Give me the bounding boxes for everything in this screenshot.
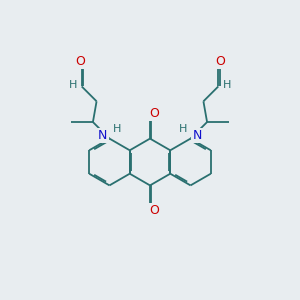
Text: O: O <box>75 55 85 68</box>
Text: N: N <box>192 129 202 142</box>
Text: H: H <box>68 80 77 90</box>
Text: H: H <box>113 124 121 134</box>
Text: N: N <box>98 129 108 142</box>
Text: O: O <box>215 55 225 68</box>
Text: O: O <box>150 204 159 217</box>
Text: H: H <box>179 124 187 134</box>
Text: H: H <box>223 80 232 90</box>
Text: O: O <box>150 107 159 120</box>
